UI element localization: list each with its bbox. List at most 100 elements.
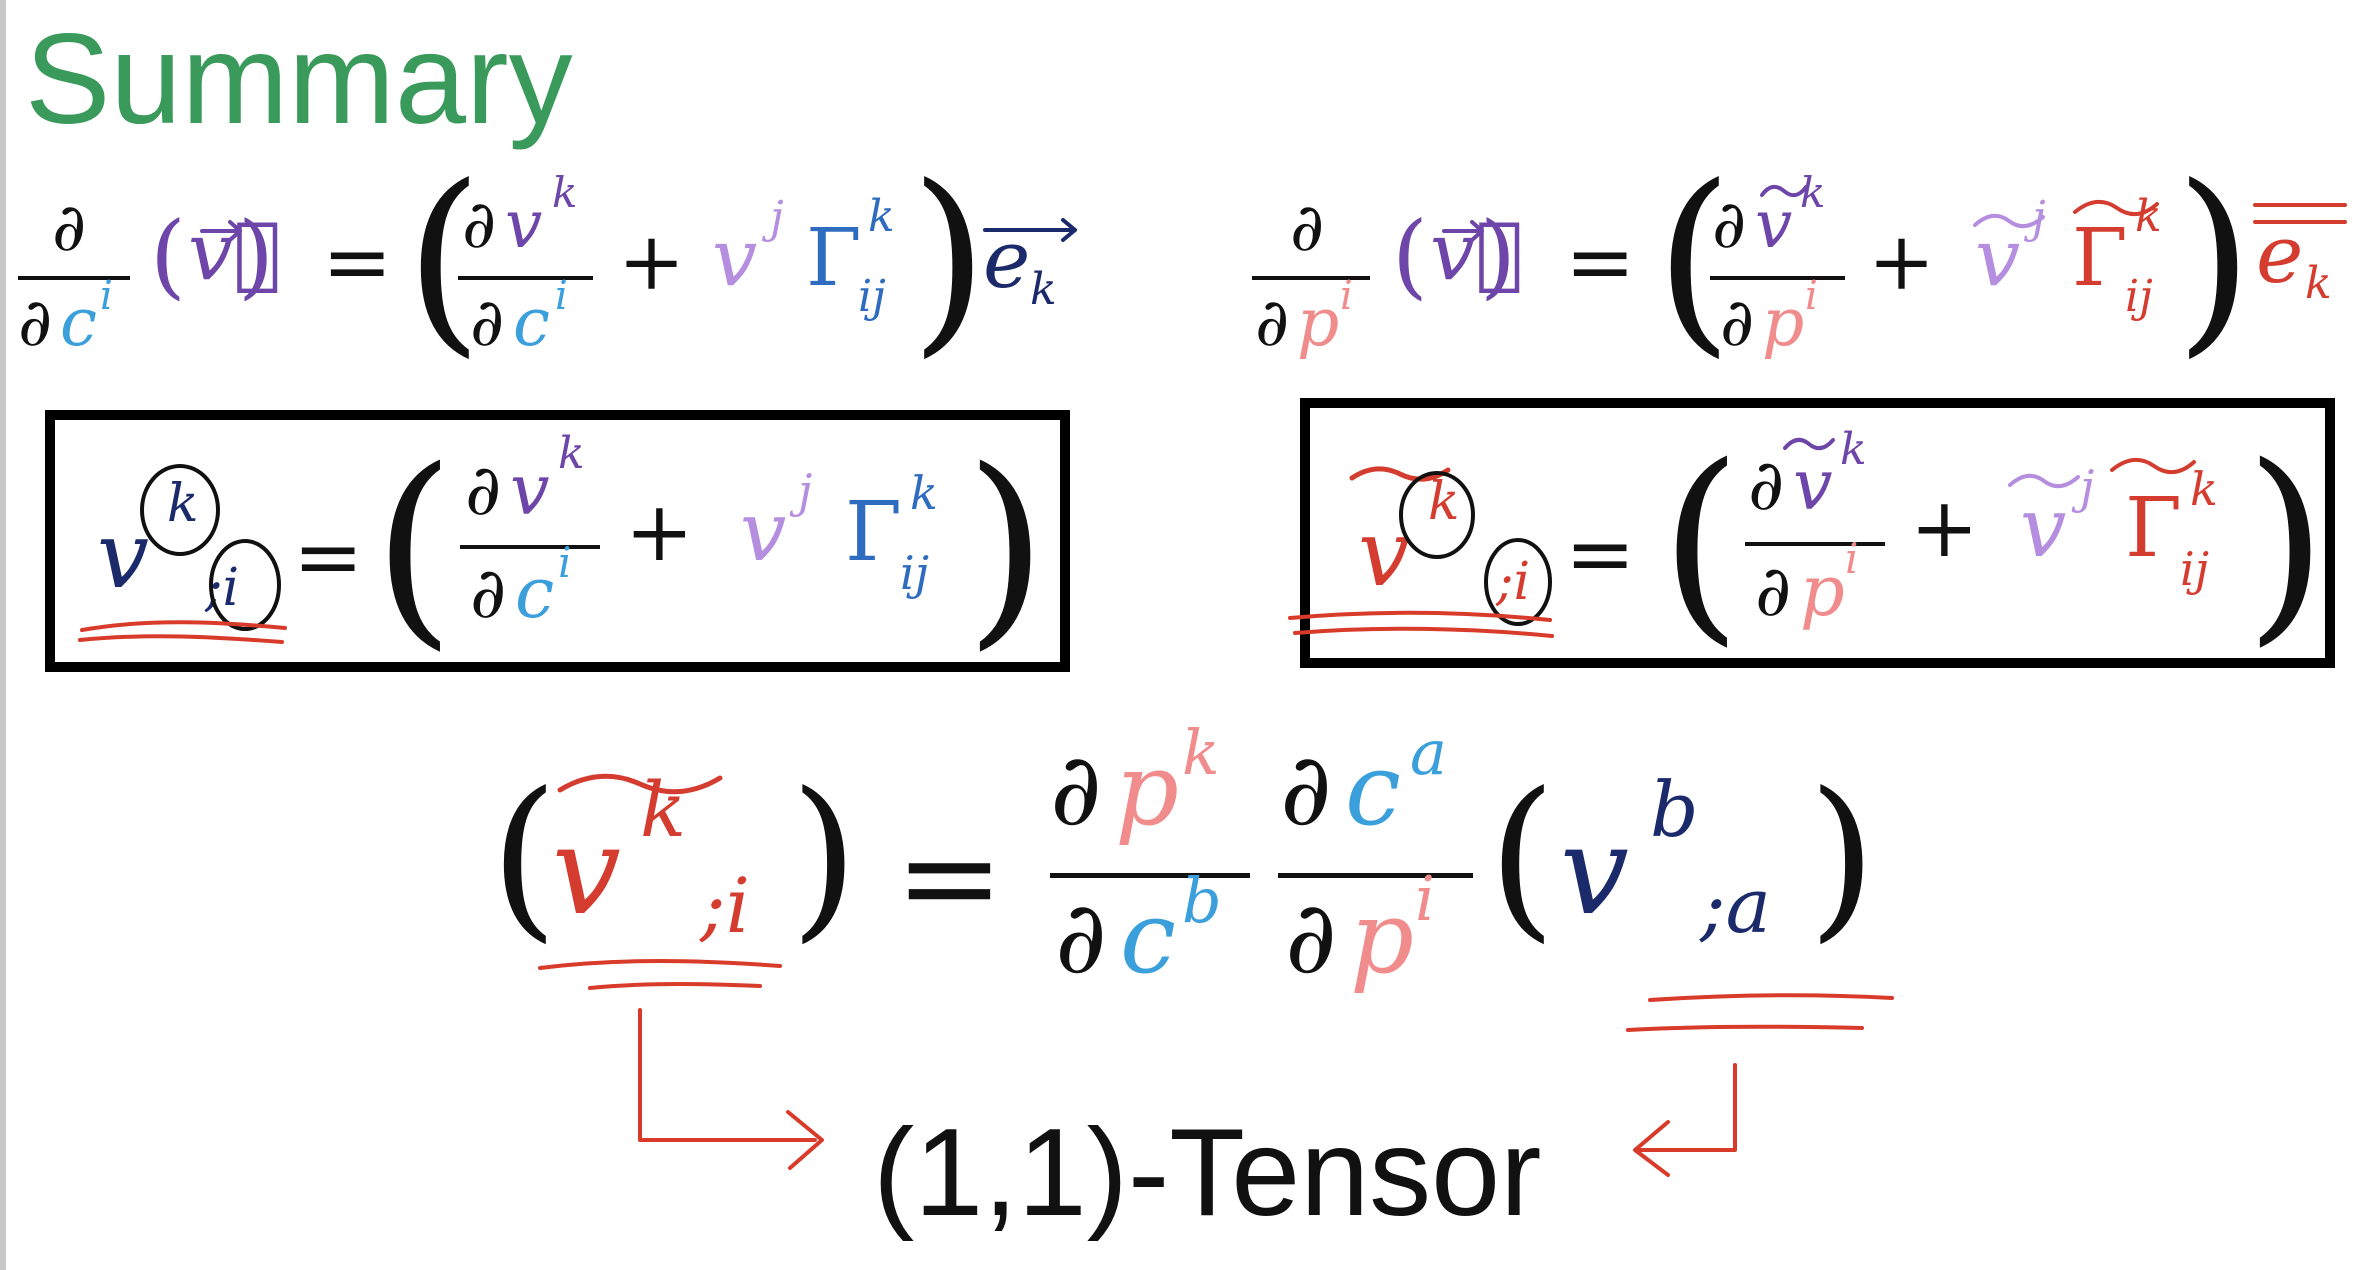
paren-close: ) (1480, 202, 1516, 309)
christoffel-gamma: Γ (806, 211, 862, 304)
plus-sign: + (1910, 481, 1979, 576)
coordinate-c: c (1120, 879, 1177, 996)
partial-symbol: ∂ (1748, 444, 1785, 526)
index-k: k (558, 428, 585, 479)
index-i: i (1340, 273, 1353, 319)
component-v-tilde: v (1755, 186, 1793, 263)
index-k: k (552, 168, 578, 217)
index-i: i (1805, 273, 1818, 319)
fraction-line (1710, 276, 1845, 280)
tilde-mark (1760, 184, 1808, 198)
partial-symbol: ∂ (1712, 186, 1747, 263)
christoffel-gamma: Γ (845, 485, 902, 580)
index-i: i (100, 273, 113, 319)
partial-symbol: ∂ (1050, 731, 1102, 848)
index-k: k (868, 191, 895, 242)
equals-sign: = (293, 508, 364, 606)
arrow-right-icon (786, 1110, 824, 1170)
basis-vector-e-tilde: e (2256, 208, 2304, 301)
tilde-mark (2110, 458, 2196, 474)
coordinate-p: p (1800, 550, 1845, 632)
index-circle (140, 464, 220, 556)
index-k: k (1030, 264, 1057, 315)
tilde-mark (557, 773, 723, 795)
index-j: j (798, 464, 813, 518)
paren-close: ) (790, 756, 859, 959)
paren-close: ) (238, 202, 274, 309)
index-semicolon-i: ;i (1496, 552, 1531, 612)
index-ij: ij (2125, 271, 2153, 322)
paren-open: ( (1392, 202, 1428, 309)
tilde-mark (2073, 200, 2159, 216)
index-k: k (640, 765, 687, 854)
index-b: b (1650, 765, 1699, 854)
fraction-line (458, 276, 593, 280)
christoffel-gamma-tilde: Γ (2072, 211, 2128, 304)
index-k: k (1800, 168, 1826, 217)
tilde-mark (1349, 466, 1451, 482)
index-j: j (770, 192, 784, 243)
index-k: k (2135, 191, 2162, 242)
index-circle (209, 539, 281, 631)
slide-title: Summary (25, 8, 573, 151)
partial-symbol: ∂ (470, 284, 505, 361)
component-v: v (97, 502, 149, 609)
index-k: k (1428, 472, 1460, 532)
big-paren-close: ) (2175, 143, 2254, 376)
coordinate-p: p (1350, 879, 1415, 996)
vector-arrow-icon (200, 220, 242, 242)
partial-symbol: ∂ (1755, 550, 1792, 632)
big-paren-open: ( (373, 424, 455, 669)
tilde-mark (2008, 473, 2080, 489)
index-i: i (1415, 862, 1435, 935)
tensor-type-label: (1,1)-Tensor (873, 1104, 1542, 1242)
component-v: v (505, 186, 543, 263)
component-v-tilde: v (2020, 481, 2067, 576)
coordinate-c: c (60, 284, 97, 361)
underline-mark (1648, 993, 1894, 1002)
basis-vector-e: e (983, 213, 1031, 306)
tilde-mark (1783, 437, 1835, 451)
paren-open: ( (1488, 756, 1557, 959)
fraction-line (460, 545, 600, 549)
partial-symbol: ∂ (470, 552, 507, 634)
index-ij: ij (2180, 542, 2209, 596)
component-v: v (712, 211, 758, 304)
component-v-tilde: v (1793, 444, 1833, 526)
index-b: b (1182, 864, 1222, 937)
equals-sign: = (895, 801, 1004, 953)
big-paren-open: ( (405, 143, 484, 376)
underline-mark (588, 982, 762, 990)
big-paren-close: ) (965, 424, 1047, 669)
big-paren-open: ( (1655, 143, 1734, 376)
paren-open: ( (490, 756, 559, 959)
boxed-equation-p: v k ;i = ( ∂ v k ∂ p i + v j Γ k ij ) (1300, 398, 2335, 668)
component-v: v (510, 449, 550, 531)
arrow-left-icon (1633, 1120, 1670, 1177)
index-i: i (1845, 534, 1859, 583)
index-k: k (1182, 716, 1220, 789)
index-ij: ij (900, 546, 929, 600)
index-semicolon-i: ;i (700, 861, 750, 950)
coordinate-p: p (1115, 731, 1180, 848)
paren-open: ( (150, 202, 186, 309)
partial-symbol: ∂ (462, 186, 497, 263)
big-paren-close: ) (2245, 420, 2327, 665)
vector-arrow-icon (1442, 220, 1484, 242)
fraction-line (1278, 873, 1473, 878)
fraction-line (18, 276, 130, 280)
underline-mark (80, 620, 287, 632)
underline-mark (1626, 1024, 1864, 1032)
index-i: i (558, 538, 572, 587)
index-circle (1399, 471, 1475, 559)
partial-symbol: ∂ (1255, 284, 1290, 361)
vector-arrow-icon (2253, 203, 2347, 224)
partial-symbol: ∂ (465, 449, 502, 531)
index-circle (1484, 538, 1552, 626)
partial-symbol: ∂ (18, 284, 53, 361)
index-semicolon-a: ;a (1700, 861, 1771, 950)
component-v-tilde: v (552, 800, 621, 942)
index-k: k (910, 466, 938, 520)
arrow-right-icon (638, 1008, 817, 1142)
